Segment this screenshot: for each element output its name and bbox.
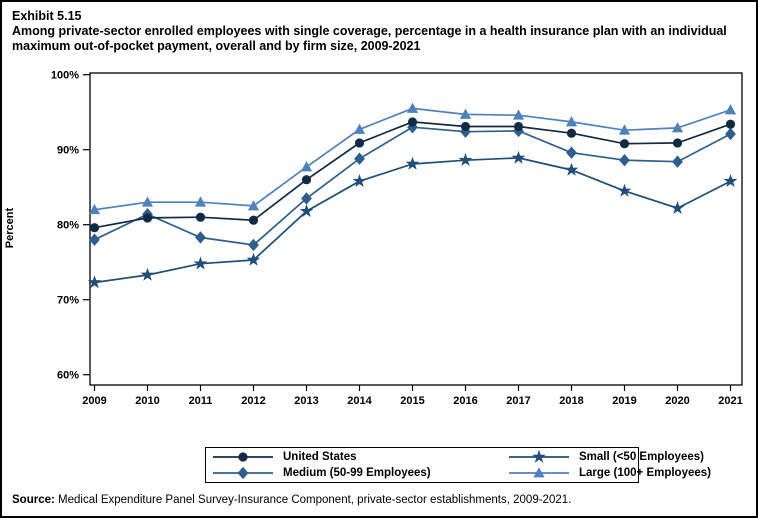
x-tick-label: 2010 [135, 395, 159, 407]
x-tick-label: 2018 [559, 395, 583, 407]
source-label: Source: [12, 494, 55, 506]
x-tick-label: 2019 [612, 395, 636, 407]
data-point-united-states [142, 213, 153, 223]
data-point-united-states [513, 121, 524, 132]
plot-border [89, 72, 743, 386]
data-point-united-states [248, 215, 259, 225]
data-point-large-100-employees [565, 116, 578, 127]
data-point-large-100-employees [671, 122, 684, 133]
legend-marker-triangle [509, 467, 569, 478]
data-point-small-50-employees [140, 267, 155, 281]
exhibit-number: Exhibit 5.15 [12, 9, 82, 23]
x-tick-label: 2015 [400, 395, 424, 407]
y-tick-label: 100% [51, 70, 79, 82]
data-point-small-50-employees [723, 174, 738, 188]
data-point-united-states [89, 223, 100, 233]
legend-item-united-states: United States [212, 449, 508, 465]
y-tick-label: 90% [57, 145, 79, 157]
data-point-medium-50-99-employees [354, 152, 365, 165]
data-point-large-100-employees [141, 196, 154, 207]
data-point-united-states [195, 212, 206, 222]
x-tick-label: 2009 [82, 395, 106, 407]
x-tick-label: 2011 [189, 395, 213, 407]
data-point-small-50-employees [246, 252, 261, 266]
title-block: Exhibit 5.15 Among private-sector enroll… [12, 9, 742, 54]
data-point-united-states [460, 121, 471, 132]
data-point-small-50-employees [617, 183, 632, 197]
triangle-marker-icon [533, 467, 545, 478]
data-point-large-100-employees [300, 161, 313, 172]
data-point-united-states [725, 119, 736, 129]
legend-item-small: Small (<50 Employees) [508, 449, 711, 465]
legend-label: Medium (50-99 Employees) [283, 467, 431, 479]
diamond-marker-icon [237, 466, 249, 480]
data-point-united-states [354, 138, 365, 148]
data-point-large-100-employees [618, 124, 631, 135]
data-point-large-100-employees [88, 203, 101, 215]
x-tick-label: 2017 [506, 395, 530, 407]
data-point-small-50-employees [511, 150, 526, 164]
data-point-large-100-employees [194, 196, 207, 207]
y-tick-label: 70% [57, 295, 79, 307]
data-point-medium-50-99-employees [672, 155, 683, 168]
data-point-united-states [566, 128, 577, 138]
x-tick-label: 2021 [718, 395, 742, 407]
data-point-large-100-employees [406, 102, 419, 113]
page-title: Among private-sector enrolled employees … [12, 24, 727, 53]
data-point-small-50-employees [564, 162, 579, 176]
data-point-large-100-employees [459, 108, 472, 119]
data-point-small-50-employees [670, 201, 685, 215]
legend-marker-star [509, 449, 569, 463]
legend-marker-diamond [213, 466, 273, 480]
data-point-united-states [672, 138, 683, 148]
data-point-united-states [407, 117, 418, 127]
legend-marker-circle [213, 452, 273, 462]
circle-marker-icon [238, 452, 248, 462]
data-point-small-50-employees [193, 256, 208, 270]
data-point-small-50-employees [405, 156, 420, 170]
data-point-medium-50-99-employees [89, 233, 100, 246]
x-tick-label: 2012 [241, 395, 265, 407]
y-tick-label: 80% [57, 220, 79, 232]
series-line-medium-50-99-employees [94, 126, 731, 246]
data-point-united-states [301, 175, 312, 185]
x-tick-label: 2020 [665, 395, 689, 407]
data-point-medium-50-99-employees [566, 146, 577, 159]
legend-item-medium: Medium (50-99 Employees) [212, 465, 508, 481]
data-point-large-100-employees [353, 123, 366, 134]
series-line-united-states [94, 121, 731, 229]
data-point-medium-50-99-employees [725, 127, 736, 141]
data-point-medium-50-99-employees [195, 231, 206, 244]
source-note: Source: Medical Expenditure Panel Survey… [12, 494, 571, 506]
data-point-united-states [619, 139, 630, 149]
data-point-medium-50-99-employees [619, 154, 630, 167]
legend-label: United States [283, 451, 357, 463]
x-tick-label: 2013 [294, 395, 318, 407]
star-marker-icon [532, 449, 546, 463]
data-point-small-50-employees [299, 204, 314, 218]
source-text: Medical Expenditure Panel Survey-Insuran… [54, 494, 572, 506]
data-point-large-100-employees [724, 104, 737, 115]
x-tick-label: 2016 [453, 395, 477, 407]
data-point-small-50-employees [87, 275, 102, 289]
data-point-small-50-employees [352, 174, 367, 188]
chart-legend: United States Small (<50 Employees) Medi… [205, 447, 711, 483]
legend-label: Small (<50 Employees) [579, 451, 704, 463]
legend-label: Large (100+ Employees) [579, 467, 711, 479]
data-point-large-100-employees [512, 109, 525, 120]
legend-item-large: Large (100+ Employees) [508, 465, 711, 481]
series-line-small-50-employees [94, 157, 731, 284]
y-tick-label: 60% [57, 370, 79, 382]
data-point-small-50-employees [458, 153, 473, 167]
x-tick-label: 2014 [347, 395, 372, 407]
data-point-large-100-employees [247, 200, 260, 211]
